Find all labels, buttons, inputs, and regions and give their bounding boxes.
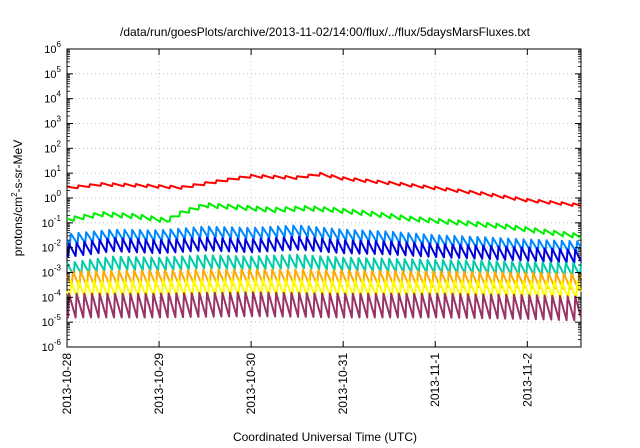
y-tick-label-base: 10 xyxy=(44,94,56,106)
y-tick-label-base: 10 xyxy=(42,218,54,230)
svg-text:protons/cm2-s-sr-MeV: protons/cm2-s-sr-MeV xyxy=(10,140,25,256)
x-tick-label: 2013-11-2 xyxy=(520,353,534,407)
y-tick-label: 10-5 xyxy=(42,313,62,329)
y-tick-label-exp: -1 xyxy=(54,214,62,223)
y-tick-label: 10-6 xyxy=(42,338,62,354)
y-tick-label: 103 xyxy=(44,115,61,131)
y-tick-label-base: 10 xyxy=(44,193,56,205)
series-line-1 xyxy=(66,171,582,207)
y-axis-label-sup: 2 xyxy=(10,192,19,197)
y-tick-label-exp: 1 xyxy=(57,164,62,173)
y-axis-label: protons/cm2-s-sr-MeV xyxy=(10,140,25,256)
y-tick-label-base: 10 xyxy=(44,143,56,155)
y-tick-label: 102 xyxy=(44,139,61,155)
x-tick-label: 2013-10-30 xyxy=(244,353,258,415)
y-tick-label-exp: -6 xyxy=(54,338,62,347)
series-line-4 xyxy=(66,235,582,264)
y-tick-label: 10-4 xyxy=(42,288,62,304)
y-tick-label: 10-1 xyxy=(42,214,62,230)
series-line-2 xyxy=(66,202,582,239)
y-tick-label: 106 xyxy=(44,40,61,56)
y-tick-label-base: 10 xyxy=(44,119,56,131)
x-tick-label: 2013-10-31 xyxy=(336,353,350,415)
y-tick-label-exp: 6 xyxy=(57,40,62,49)
series-lines xyxy=(66,171,582,322)
y-tick-label: 105 xyxy=(44,65,61,81)
x-tick-label: 2013-10-28 xyxy=(60,353,74,415)
y-axis-label-base: protons/cm xyxy=(11,197,25,256)
x-tick-label: 2013-10-29 xyxy=(152,353,166,415)
y-tick-label-exp: 3 xyxy=(57,115,62,124)
y-tick-label-exp: -2 xyxy=(54,239,62,248)
series-line-3 xyxy=(66,224,582,254)
y-tick-label: 104 xyxy=(44,90,61,106)
y-tick-label: 10-2 xyxy=(42,239,62,255)
x-tick-label: 2013-11-1 xyxy=(428,353,442,407)
y-tick-label-base: 10 xyxy=(42,292,54,304)
y-tick-label: 101 xyxy=(44,164,61,180)
y-tick-label-base: 10 xyxy=(42,268,54,280)
series-line-8 xyxy=(66,291,582,322)
y-tick-label-exp: 4 xyxy=(57,90,62,99)
plot-area: 10-610-510-410-310-210-11001011021031041… xyxy=(42,40,582,414)
y-tick-label-base: 10 xyxy=(44,44,56,56)
x-axis-label: Coordinated Universal Time (UTC) xyxy=(233,430,417,444)
y-tick-label: 100 xyxy=(44,189,61,205)
y-tick-label: 10-3 xyxy=(42,264,62,280)
axis-ticks: 10-610-510-410-310-210-11001011021031041… xyxy=(42,40,581,414)
y-tick-label-exp: 5 xyxy=(57,65,62,74)
y-tick-label-base: 10 xyxy=(44,69,56,81)
y-tick-label-exp: 0 xyxy=(57,189,62,198)
y-tick-label-exp: -3 xyxy=(54,264,62,273)
y-tick-label-base: 10 xyxy=(44,168,56,180)
chart-title: /data/run/goesPlots/archive/2013-11-02/1… xyxy=(120,25,531,39)
y-tick-label-base: 10 xyxy=(42,243,54,255)
y-tick-label-base: 10 xyxy=(42,317,54,329)
y-axis-label-rest: -s-sr-MeV xyxy=(11,140,25,193)
y-tick-label-exp: -4 xyxy=(54,288,62,297)
y-tick-label-base: 10 xyxy=(42,342,54,354)
y-tick-label-exp: -5 xyxy=(54,313,62,322)
y-tick-label-exp: 2 xyxy=(57,139,62,148)
